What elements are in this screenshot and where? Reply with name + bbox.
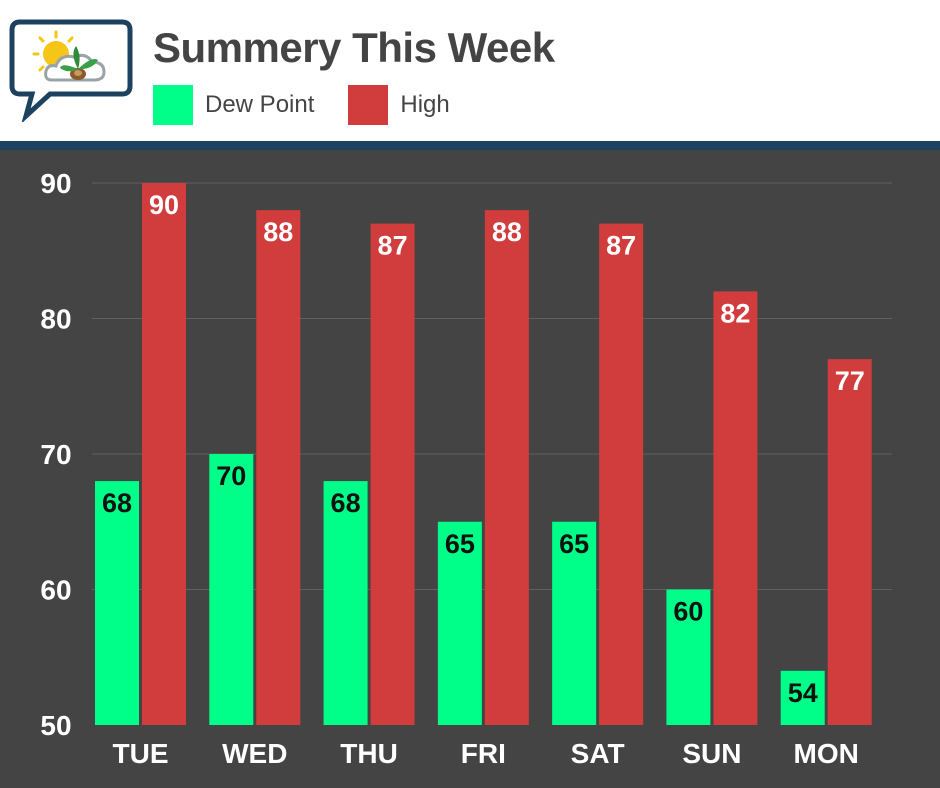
x-tick-label: TUE [113, 738, 169, 769]
bar [437, 521, 482, 725]
bar-chart: 50 60 70 80 90 68 90 TUE 70 88 WED 68 87 THU 65 88 FRI 65… [40, 168, 892, 769]
legend-swatch-high [348, 85, 389, 125]
data-label: 82 [720, 298, 750, 328]
y-tick-label: 60 [40, 575, 71, 606]
data-label: 68 [331, 488, 361, 518]
legend-swatch-dew-point [153, 85, 193, 125]
bar [484, 210, 529, 726]
data-label: 60 [673, 597, 703, 627]
data-label: 65 [559, 529, 589, 559]
data-label: 70 [216, 461, 246, 491]
chart-legend: Dew Point High [153, 85, 484, 125]
legend-label-dew-point: Dew Point [205, 91, 315, 118]
data-label: 88 [263, 217, 293, 247]
data-label: 68 [102, 488, 132, 518]
y-tick-label: 80 [40, 304, 71, 335]
header-divider [0, 141, 940, 150]
chart-title: Summery This Week [153, 24, 555, 71]
data-label: 65 [445, 529, 475, 559]
bar [780, 670, 825, 725]
y-tick-label: 90 [40, 168, 71, 199]
bar [370, 223, 415, 725]
legend-item-high: High [348, 85, 450, 125]
legend-item-dew-point: Dew Point [153, 85, 314, 125]
y-tick-label: 50 [40, 710, 71, 741]
weather-logo-icon [9, 19, 133, 122]
x-tick-label: SUN [682, 738, 741, 769]
bar [256, 210, 301, 726]
data-label: 87 [378, 231, 408, 261]
x-tick-label: WED [222, 738, 287, 769]
bar [142, 183, 186, 725]
y-tick-label: 70 [40, 439, 71, 470]
bar [827, 359, 872, 725]
x-tick-label: MON [794, 738, 859, 769]
bar [95, 481, 139, 725]
bar [666, 589, 711, 725]
bar [599, 223, 644, 725]
header: Summery This Week Dew Point High [0, 0, 940, 141]
data-label: 90 [149, 190, 179, 220]
x-tick-label: SAT [571, 738, 625, 769]
data-label: 54 [788, 678, 818, 708]
bar [713, 291, 758, 725]
bar [323, 481, 368, 725]
bar [209, 454, 254, 725]
legend-label-high: High [400, 91, 450, 118]
bar [552, 521, 597, 725]
data-label: 87 [606, 231, 636, 261]
x-tick-label: THU [340, 738, 398, 769]
x-tick-label: FRI [461, 738, 506, 769]
data-label: 88 [492, 217, 522, 247]
data-label: 77 [835, 366, 865, 396]
